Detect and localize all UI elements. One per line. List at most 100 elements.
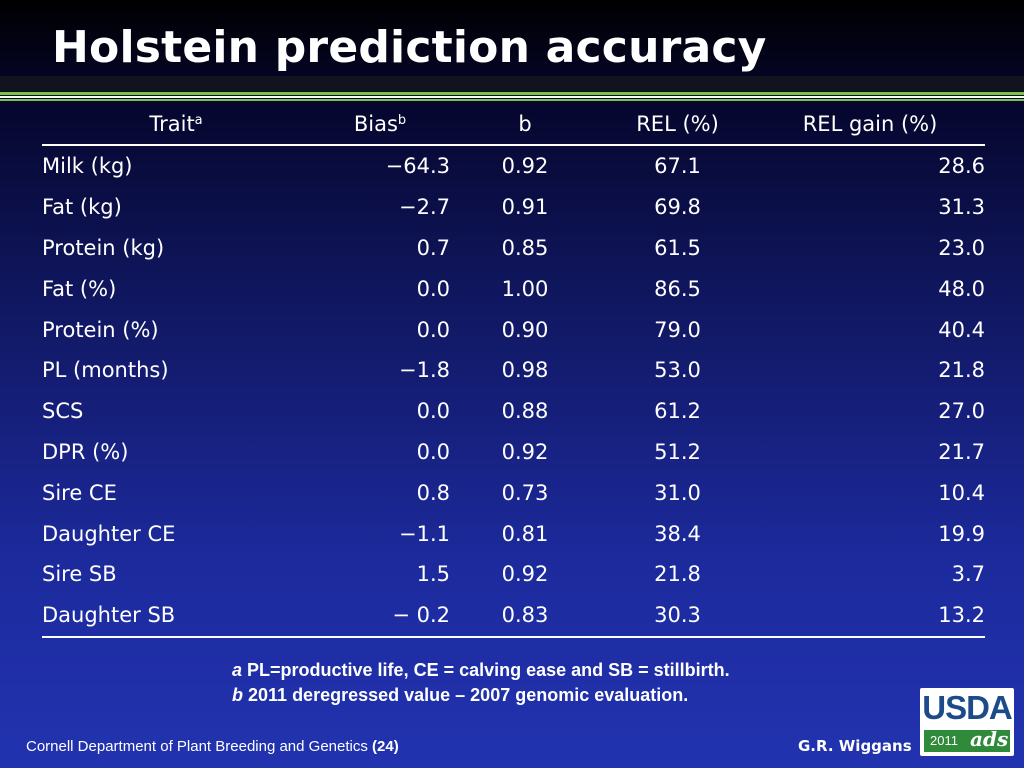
page-number: (24) (372, 738, 399, 755)
table-row: PL (months) −1.8 0.98 53.0 21.8 (42, 350, 985, 391)
usda-logo-year: 2011 (930, 733, 958, 748)
table-row: Milk (kg) −64.3 0.92 67.1 28.6 (42, 145, 985, 187)
cell-rel: 61.5 (654, 235, 701, 260)
cell-trait: Protein (%) (42, 317, 159, 342)
table-row: Daughter CE −1.1 0.81 38.4 19.9 (42, 513, 985, 554)
cell-rel: 53.0 (654, 358, 701, 383)
cell-rel: 38.4 (654, 521, 701, 546)
cell-b: 0.92 (501, 439, 549, 464)
cell-b: 0.98 (501, 358, 549, 383)
cell-bias: 0.0 (416, 317, 450, 342)
cell-rel-gain: 10.4 (938, 480, 985, 505)
cell-rel-gain: 19.9 (938, 521, 985, 546)
cell-bias: 0.8 (416, 480, 450, 505)
footnote-letter: b (232, 685, 243, 705)
table-row: Protein (%) 0.0 0.90 79.0 40.4 (42, 309, 985, 350)
header-rel: REL (%) (600, 104, 755, 146)
cell-b: 0.81 (501, 521, 549, 546)
cell-trait: Fat (kg) (42, 195, 122, 220)
slide-title: Holstein prediction accuracy (52, 22, 767, 73)
cell-rel: 51.2 (654, 439, 701, 464)
cell-b: 0.85 (501, 235, 549, 260)
cell-trait: SCS (42, 399, 84, 424)
table-row: DPR (%) 0.0 0.92 51.2 21.7 (42, 432, 985, 473)
footnote-text: PL=productive life, CE = calving ease an… (247, 660, 730, 680)
cell-trait: Sire CE (42, 480, 117, 505)
cell-bias: −1.8 (399, 358, 450, 383)
cell-rel-gain: 21.8 (938, 358, 985, 383)
cell-rel: 86.5 (654, 276, 701, 301)
usda-logo: USDA 2011 ads (920, 688, 1014, 756)
cell-bias: −1.1 (399, 521, 450, 546)
cell-trait: Daughter CE (42, 521, 176, 546)
table-row: Protein (kg) 0.7 0.85 61.5 23.0 (42, 228, 985, 269)
cell-rel-gain: 28.6 (938, 154, 985, 179)
cell-rel: 31.0 (654, 480, 701, 505)
table-row: Sire SB 1.5 0.92 21.8 3.7 (42, 554, 985, 595)
title-rule-green-top (0, 92, 1024, 95)
cell-rel: 69.8 (654, 195, 701, 220)
cell-bias: 0.7 (416, 235, 450, 260)
table-row: Daughter SB − 0.2 0.83 30.3 13.2 (42, 594, 985, 638)
cell-rel: 21.8 (654, 562, 701, 587)
header-bias-footnote-mark: b (397, 113, 407, 128)
cell-b: 1.00 (501, 276, 549, 301)
cell-rel: 67.1 (654, 154, 701, 179)
cell-rel-gain: 48.0 (938, 276, 985, 301)
header-bias: Biasb (310, 104, 450, 146)
header-rel-gain: REL gain (%) (755, 104, 985, 146)
footnote-b: b 2011 deregressed value – 2007 genomic … (232, 683, 730, 708)
cell-b: 0.73 (501, 480, 549, 505)
cell-trait: PL (months) (42, 358, 169, 383)
footer-author: G.R. Wiggans (798, 737, 912, 755)
cell-bias: 0.0 (416, 276, 450, 301)
cell-b: 0.92 (501, 154, 549, 179)
table-row: Sire CE 0.8 0.73 31.0 10.4 (42, 472, 985, 513)
cell-bias: − 0.2 (310, 594, 450, 638)
accuracy-table: Traita Biasb b REL (%) REL gain (%) Milk… (42, 104, 985, 638)
cell-bias: −2.7 (399, 195, 450, 220)
usda-logo-green-bar (924, 730, 1010, 752)
cell-rel-gain: 13.2 (755, 594, 985, 638)
cell-trait: DPR (%) (42, 439, 129, 464)
footer-department: Cornell Department of Plant Breeding and… (26, 738, 368, 755)
cell-rel: 79.0 (654, 317, 701, 342)
cell-bias: 0.0 (416, 399, 450, 424)
cell-b: 0.90 (501, 317, 549, 342)
cell-trait: Daughter SB (42, 594, 310, 638)
title-rule-green-bottom (0, 99, 1024, 101)
cell-b: 0.91 (501, 195, 549, 220)
header-b: b (450, 104, 600, 146)
cell-rel: 30.3 (600, 594, 755, 638)
cell-rel-gain: 3.7 (951, 562, 985, 587)
cell-rel-gain: 23.0 (938, 235, 985, 260)
table-header-row: Traita Biasb b REL (%) REL gain (%) (42, 104, 985, 146)
cell-bias: 0.0 (416, 439, 450, 464)
table-row: SCS 0.0 0.88 61.2 27.0 (42, 391, 985, 432)
cell-rel-gain: 31.3 (938, 195, 985, 220)
cell-trait: Fat (%) (42, 276, 117, 301)
footer-affiliation: Cornell Department of Plant Breeding and… (26, 738, 399, 755)
cell-rel-gain: 21.7 (938, 439, 985, 464)
header-trait-footnote-mark: a (194, 113, 203, 128)
cell-b: 0.92 (501, 562, 549, 587)
cell-bias: 1.5 (416, 562, 450, 587)
ads-logo-mark: ads (970, 727, 1009, 751)
cell-trait: Milk (kg) (42, 154, 133, 179)
header-trait: Traita (42, 104, 310, 146)
footnote-letter: a (232, 660, 243, 680)
table-row: Fat (%) 0.0 1.00 86.5 48.0 (42, 268, 985, 309)
cell-rel-gain: 40.4 (938, 317, 985, 342)
cell-b: 0.83 (450, 594, 600, 638)
footnote-text: 2011 deregressed value – 2007 genomic ev… (248, 685, 689, 705)
cell-rel-gain: 27.0 (938, 399, 985, 424)
cell-bias: −64.3 (385, 154, 450, 179)
usda-logo-wordmark: USDA (922, 689, 1013, 726)
footnote-a: a PL=productive life, CE = calving ease … (232, 658, 730, 683)
cell-trait: Protein (kg) (42, 235, 165, 260)
cell-b: 0.88 (501, 399, 549, 424)
title-rule-white (0, 96, 1024, 98)
table-row: Fat (kg) −2.7 0.91 69.8 31.3 (42, 187, 985, 228)
cell-trait: Sire SB (42, 562, 117, 587)
table-footnotes: a PL=productive life, CE = calving ease … (232, 658, 730, 708)
